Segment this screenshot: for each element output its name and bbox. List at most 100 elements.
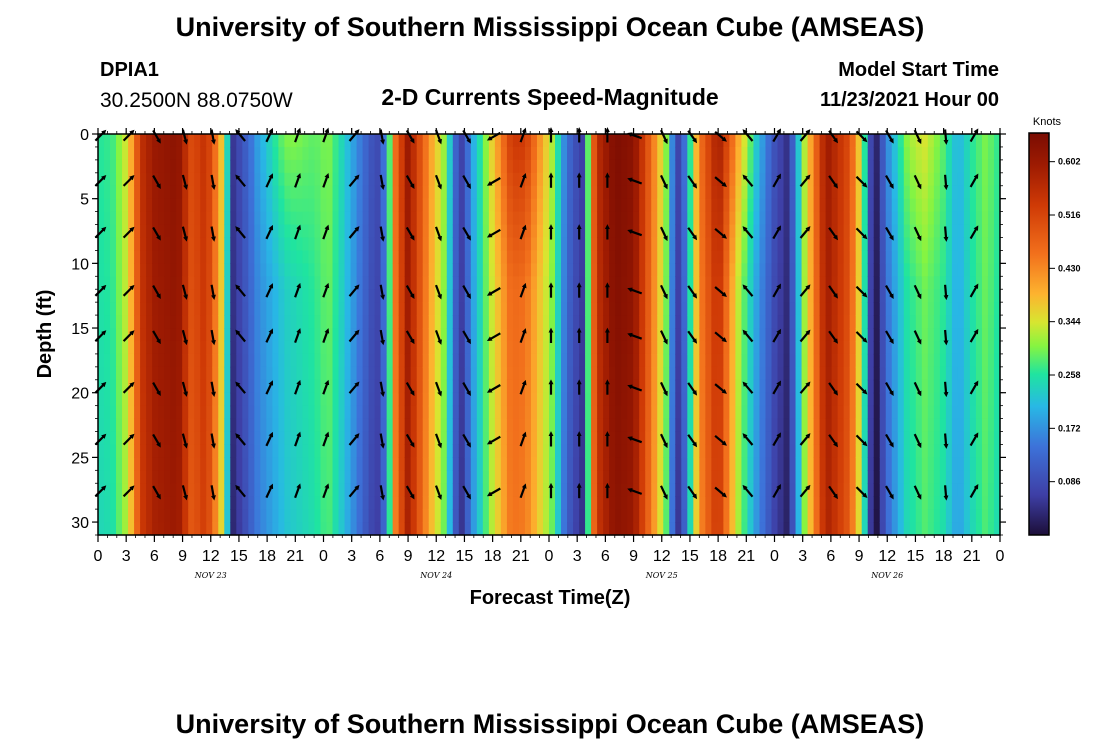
heatmap-cell <box>867 418 875 433</box>
heatmap-cell <box>663 340 670 355</box>
heatmap-cell <box>122 444 129 458</box>
heatmap-cell <box>897 379 905 394</box>
heatmap-cell <box>170 392 177 407</box>
heatmap-cell <box>801 211 809 226</box>
heatmap-cell <box>783 509 791 523</box>
heatmap-cell <box>909 392 917 407</box>
heatmap-cell <box>356 328 364 342</box>
heatmap-cell <box>699 211 706 226</box>
heatmap-cell <box>302 172 310 187</box>
heatmap-cell <box>380 237 388 252</box>
heatmap-cell <box>164 302 171 316</box>
heatmap-cell <box>476 405 484 420</box>
heatmap-cell <box>158 392 165 407</box>
heatmap-cell <box>266 276 273 290</box>
heatmap-cell <box>687 366 694 381</box>
heatmap-cell <box>855 418 863 433</box>
heatmap-cell <box>296 250 304 264</box>
heatmap-cell <box>915 211 923 226</box>
heatmap-cell <box>446 457 454 471</box>
heatmap-cell <box>819 340 827 355</box>
heatmap-cell <box>885 159 893 174</box>
heatmap-cell <box>392 276 400 290</box>
heatmap-cell <box>392 405 400 420</box>
heatmap-cell <box>482 224 490 239</box>
heatmap-cell <box>152 418 159 433</box>
current-vector-arrow <box>687 330 698 344</box>
heatmap-cell <box>482 418 490 433</box>
heatmap-cell <box>320 392 328 407</box>
heatmap-cell <box>681 263 688 277</box>
heatmap-cell <box>825 353 833 368</box>
heatmap-cell <box>542 263 550 277</box>
heatmap-cell <box>410 302 418 316</box>
heatmap-cell <box>482 159 490 174</box>
heatmap-cell <box>464 198 472 213</box>
heatmap-cell <box>356 159 364 174</box>
heatmap-cell <box>681 431 688 446</box>
heatmap-cell <box>867 172 875 187</box>
heatmap-cell <box>687 134 694 148</box>
heatmap-cell <box>831 496 839 510</box>
heatmap-cell <box>374 198 382 213</box>
heatmap-cell <box>392 263 400 277</box>
heatmap-cell <box>158 379 165 394</box>
heatmap-cell <box>639 405 646 420</box>
heatmap-cell <box>783 379 791 394</box>
heatmap-cell <box>98 237 105 252</box>
heatmap-cell <box>555 509 562 523</box>
current-vector-arrow <box>943 433 949 449</box>
heatmap-cell <box>116 405 123 420</box>
heatmap-cell <box>398 159 406 174</box>
heatmap-cell <box>555 315 562 329</box>
heatmap-cell <box>152 185 159 200</box>
heatmap-cell <box>224 444 231 458</box>
heatmap-cell <box>981 185 989 200</box>
heatmap-cell <box>693 237 700 252</box>
heatmap-cell <box>933 237 941 252</box>
heatmap-cell <box>675 522 682 536</box>
heatmap-cell <box>140 172 147 187</box>
heatmap-cell <box>500 509 508 523</box>
heatmap-cell <box>116 146 123 161</box>
heatmap-cell <box>302 328 310 342</box>
heatmap-cell <box>302 470 310 484</box>
heatmap-cell <box>338 289 346 303</box>
heatmap-cell <box>458 496 466 510</box>
heatmap-cell <box>927 418 935 433</box>
heatmap-cell <box>561 328 568 342</box>
heatmap-cell <box>693 353 700 368</box>
heatmap-cell <box>675 185 682 200</box>
heatmap-cell <box>765 483 773 497</box>
heatmap-cell <box>476 431 484 446</box>
heatmap-cell <box>735 328 743 342</box>
heatmap-cell <box>260 379 267 394</box>
heatmap-cell <box>530 340 538 355</box>
heatmap-cell <box>585 405 592 420</box>
heatmap-cell <box>164 353 171 368</box>
heatmap-cell <box>831 172 839 187</box>
heatmap-cell <box>603 366 610 381</box>
heatmap-cell <box>188 134 195 148</box>
heatmap-cell <box>819 302 827 316</box>
heatmap-cell <box>392 198 400 213</box>
heatmap-cell <box>182 276 189 290</box>
heatmap-cell <box>476 276 484 290</box>
heatmap-cell <box>116 224 123 239</box>
heatmap-cell <box>230 315 237 329</box>
current-vector-arrow <box>379 284 386 300</box>
heatmap-cell <box>206 483 213 497</box>
heatmap-cell <box>326 289 334 303</box>
heatmap-cell <box>603 509 610 523</box>
heatmap-cell <box>374 457 382 471</box>
heatmap-cell <box>278 302 286 316</box>
heatmap-cell <box>128 444 135 458</box>
heatmap-cell <box>266 353 273 368</box>
current-vector-arrow <box>294 328 301 343</box>
heatmap-cell <box>927 340 935 355</box>
heatmap-cell <box>933 457 941 471</box>
heatmap-cell <box>398 185 406 200</box>
heatmap-cell <box>122 431 129 446</box>
heatmap-cell <box>771 328 779 342</box>
heatmap-cell <box>729 250 737 264</box>
